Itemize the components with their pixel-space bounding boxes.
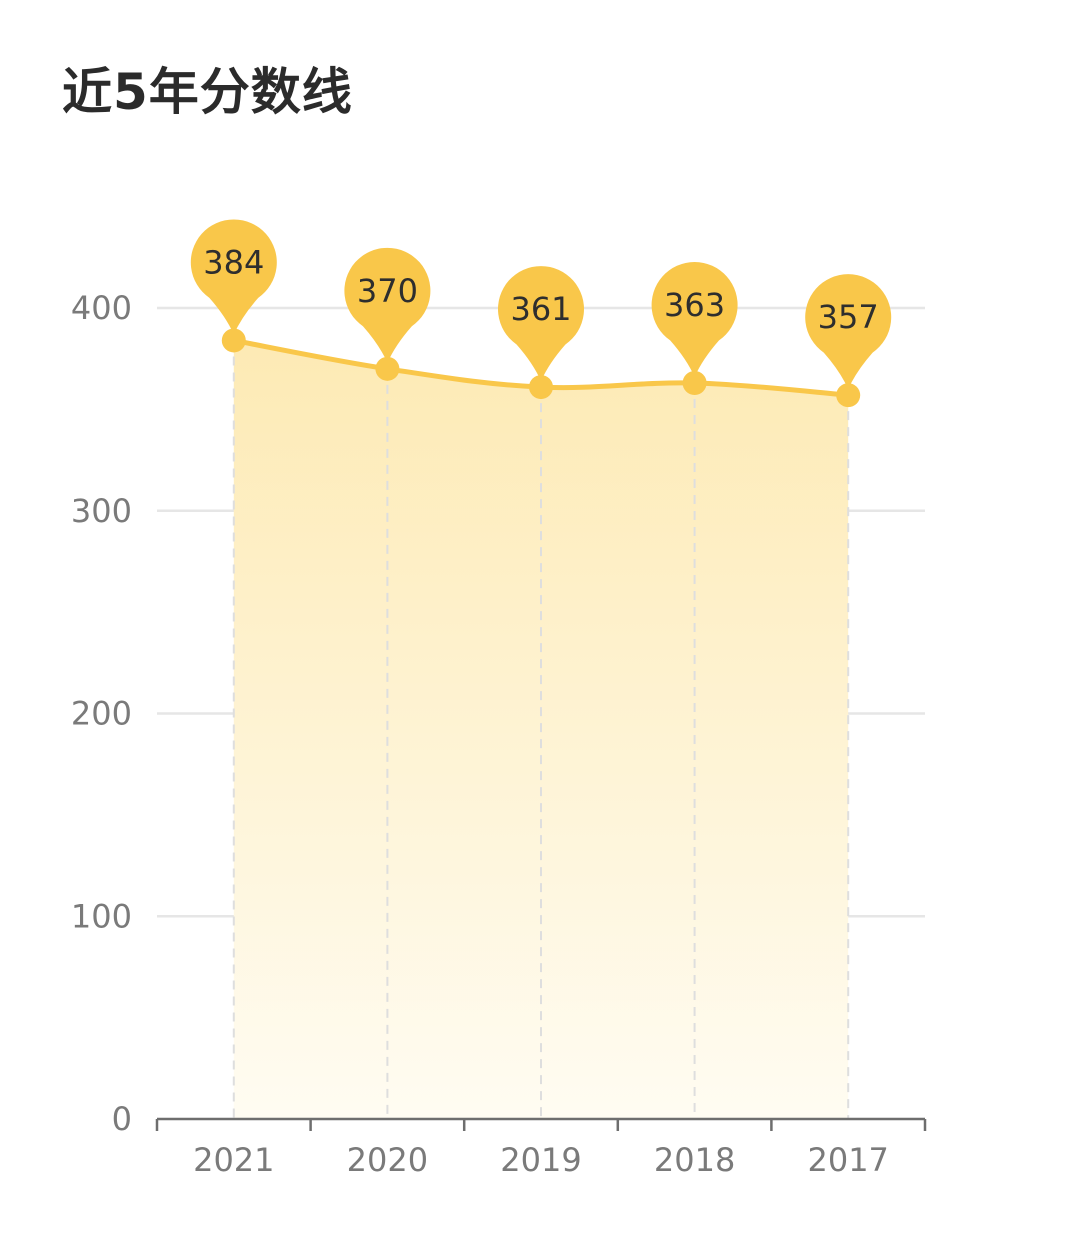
- x-tick-label: 2021: [193, 1141, 274, 1179]
- x-axis-ticks: 2021 2020 2019 2018 2017: [193, 1141, 889, 1179]
- data-point-marker: [375, 356, 400, 381]
- x-axis: [155, 1117, 927, 1131]
- data-label-pin: [498, 266, 585, 382]
- x-tick-label: 2019: [500, 1141, 581, 1179]
- y-tick-label: 200: [71, 695, 132, 733]
- data-point: 357: [805, 274, 892, 408]
- data-label: 384: [203, 243, 264, 281]
- data-point: 370: [344, 247, 431, 381]
- data-point-marker: [836, 383, 861, 408]
- data-label: 357: [818, 298, 879, 336]
- data-point: 384: [190, 219, 277, 353]
- y-tick-label: 0: [112, 1100, 132, 1138]
- x-tick-label: 2020: [347, 1141, 428, 1179]
- data-label: 370: [357, 272, 418, 310]
- data-label-pin: [190, 219, 277, 335]
- data-point-marker: [682, 371, 707, 396]
- y-tick-label: 100: [71, 897, 132, 935]
- x-tick-label: 2018: [654, 1141, 735, 1179]
- data-point: 361: [498, 266, 585, 400]
- data-point: 363: [651, 262, 738, 396]
- data-point-marker: [529, 375, 553, 400]
- data-label-pin: [805, 274, 892, 390]
- data-points: 384 370 361 363 357: [190, 219, 892, 408]
- data-point-marker: [221, 328, 246, 353]
- data-label-pin: [651, 262, 738, 378]
- y-axis-ticks: 0 100 200 300 400: [71, 289, 132, 1138]
- chart-title: 近5年分数线: [62, 63, 353, 121]
- y-tick-label: 300: [71, 492, 132, 530]
- data-label-pin: [344, 247, 431, 363]
- data-label: 363: [664, 286, 725, 324]
- y-tick-label: 400: [71, 289, 132, 327]
- category-guide-lines: [232, 340, 850, 1119]
- x-tick-label: 2017: [807, 1141, 888, 1179]
- data-label: 361: [510, 290, 571, 328]
